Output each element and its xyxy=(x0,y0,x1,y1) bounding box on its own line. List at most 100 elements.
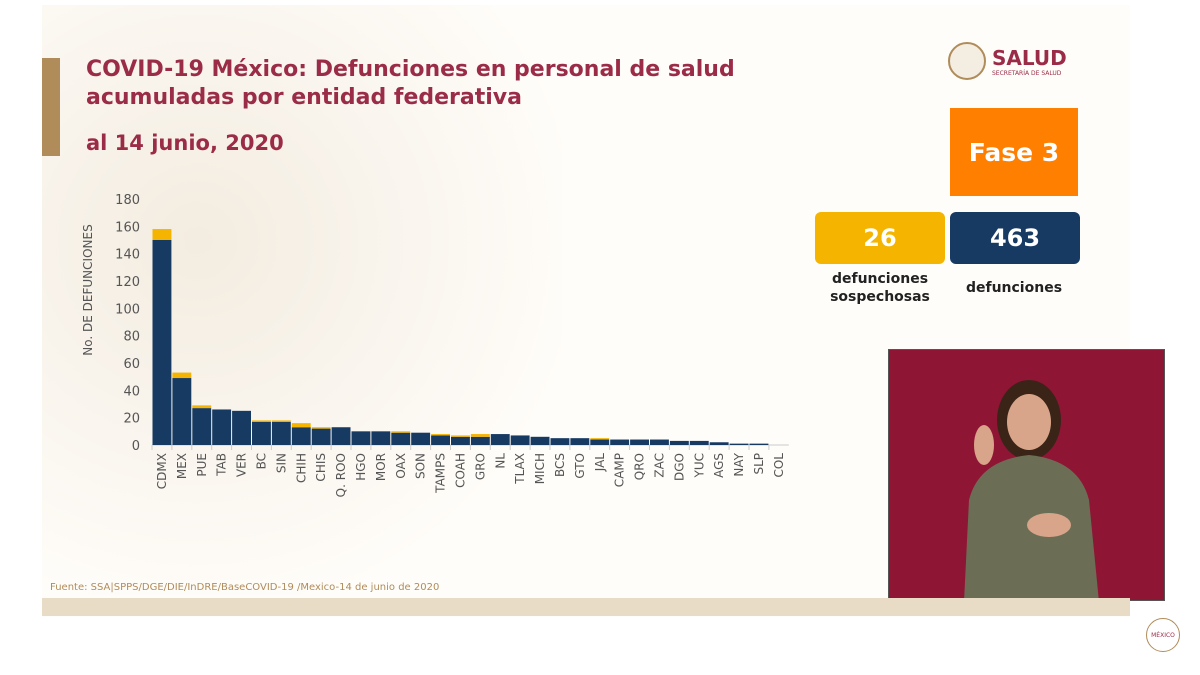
bottom-bar xyxy=(42,598,1130,616)
title-line-1: COVID-19 México: Defunciones en personal… xyxy=(86,57,735,82)
x-tick-label: NAY xyxy=(732,452,746,476)
title-accent-bar xyxy=(42,58,60,156)
bar-segment xyxy=(431,434,450,436)
x-tick-label: QRO xyxy=(633,453,647,480)
label-line: defunciones xyxy=(831,271,929,287)
logo-name: SALUD xyxy=(992,45,1067,70)
bar-segment xyxy=(610,439,630,445)
x-tick-label: VER xyxy=(235,453,249,477)
y-tick-label: 60 xyxy=(123,357,140,372)
y-tick-label: 140 xyxy=(115,248,140,263)
y-tick-label: 20 xyxy=(123,412,140,427)
x-tick-label: MOR xyxy=(374,453,388,481)
bar-segment xyxy=(451,436,470,445)
bar-segment xyxy=(331,427,351,445)
watermark xyxy=(42,5,562,595)
bar-segment xyxy=(650,439,669,445)
x-tick-label: COAH xyxy=(453,453,467,488)
bar-segment xyxy=(570,438,590,445)
x-tick-label: YUC xyxy=(692,453,706,479)
bar-segment xyxy=(530,436,550,445)
bar-segment xyxy=(490,434,510,445)
y-tick-label: 160 xyxy=(115,220,140,235)
bar-segment xyxy=(311,428,331,445)
page-title: COVID-19 México: Defunciones en personal… xyxy=(86,56,735,112)
x-tick-label: MEX xyxy=(175,453,189,479)
bar-segment xyxy=(172,372,192,379)
y-tick-label: 40 xyxy=(123,384,140,399)
bar-segment xyxy=(550,438,570,445)
seal-icon xyxy=(948,42,986,80)
bar-segment xyxy=(470,436,490,445)
bar-segment xyxy=(431,435,450,445)
x-tick-label: CAMP xyxy=(613,453,627,487)
x-tick-label: TAMPS xyxy=(434,453,448,494)
bar-segment xyxy=(212,409,232,445)
bar-segment xyxy=(411,432,431,445)
bar-segment xyxy=(271,420,291,422)
y-axis-label: No. DE DEFUNCIONES xyxy=(81,224,95,355)
x-tick-label: AGS xyxy=(712,453,726,478)
x-tick-label: NL xyxy=(493,453,507,469)
x-tick-label: CDMX xyxy=(155,453,169,489)
bar-segment xyxy=(291,427,311,445)
bar-chart: 0 20 40 60 80 100 120 140 160 180 No. DE DEFUNCION… xyxy=(81,193,789,497)
y-tick-label: 0 xyxy=(132,439,140,454)
x-tick-label: MICH xyxy=(533,453,547,484)
bar-segment xyxy=(630,439,649,445)
sign-language-video xyxy=(888,349,1165,601)
corner-logo-text: MÉXICO xyxy=(1151,631,1175,639)
bar-segment xyxy=(351,431,371,445)
interpreter-image xyxy=(964,380,1099,600)
bar-segment xyxy=(192,408,212,445)
bar-segment xyxy=(371,431,391,445)
x-tick-label: ZAC xyxy=(652,453,666,478)
x-tick-label: TAB xyxy=(215,453,229,477)
deaths-label: defunciones xyxy=(965,280,1063,296)
x-tick-label: TLAX xyxy=(513,453,527,485)
bar-segment xyxy=(689,440,709,445)
bar-segment xyxy=(192,405,212,409)
bar-segment xyxy=(669,440,689,445)
x-tick-label: BC xyxy=(254,453,268,469)
bar-segment xyxy=(729,443,749,445)
bar-segment xyxy=(311,427,331,429)
deaths-box: 463 xyxy=(950,212,1080,264)
bar-segment xyxy=(391,431,411,433)
x-tick-label: DGO xyxy=(672,453,686,481)
y-tick-label: 120 xyxy=(115,275,140,290)
x-tick-label: SON xyxy=(414,453,428,479)
y-tick-label: 180 xyxy=(115,193,140,208)
bar-segment xyxy=(232,410,251,445)
bar-segment xyxy=(252,421,271,445)
x-tick-label: OAX xyxy=(394,453,408,479)
date-label: al 14 junio, 2020 xyxy=(86,131,284,155)
x-tick-label: Q. ROO xyxy=(334,453,348,497)
x-tick-label: COL xyxy=(772,453,786,478)
y-tick-label: 100 xyxy=(115,302,140,317)
bar-segment xyxy=(271,421,291,445)
bar-segment xyxy=(590,439,610,445)
suspected-deaths-box: 26 xyxy=(815,212,945,264)
bar-segment xyxy=(291,423,311,428)
x-tick-label: PUE xyxy=(195,453,209,477)
x-tick-label: GTO xyxy=(573,453,587,479)
x-tick-label: CHIS xyxy=(314,453,328,482)
bar-segment xyxy=(152,229,172,240)
x-tick-label: SIN xyxy=(274,453,288,473)
label-line: sospechosas xyxy=(830,289,930,305)
bar-segment xyxy=(451,435,470,437)
x-tick-label: GRO xyxy=(473,453,487,480)
gobierno-mexico-logo: MÉXICO xyxy=(1146,618,1180,652)
phase-badge: Fase 3 xyxy=(950,108,1078,196)
x-tick-label: CHIH xyxy=(294,453,308,483)
bar-segment xyxy=(510,435,530,445)
bar-segment xyxy=(172,378,192,445)
x-tick-label: HGO xyxy=(354,453,368,481)
bar-segment xyxy=(709,442,729,445)
source-note: Fuente: SSA|SPPS/DGE/DIE/InDRE/BaseCOVID… xyxy=(50,582,440,593)
logo-subtitle: SECRETARÍA DE SALUD xyxy=(992,69,1062,77)
salud-logo: SALUD SECRETARÍA DE SALUD xyxy=(948,42,1067,80)
bar-segment xyxy=(152,240,172,445)
bar-segment xyxy=(470,434,490,437)
